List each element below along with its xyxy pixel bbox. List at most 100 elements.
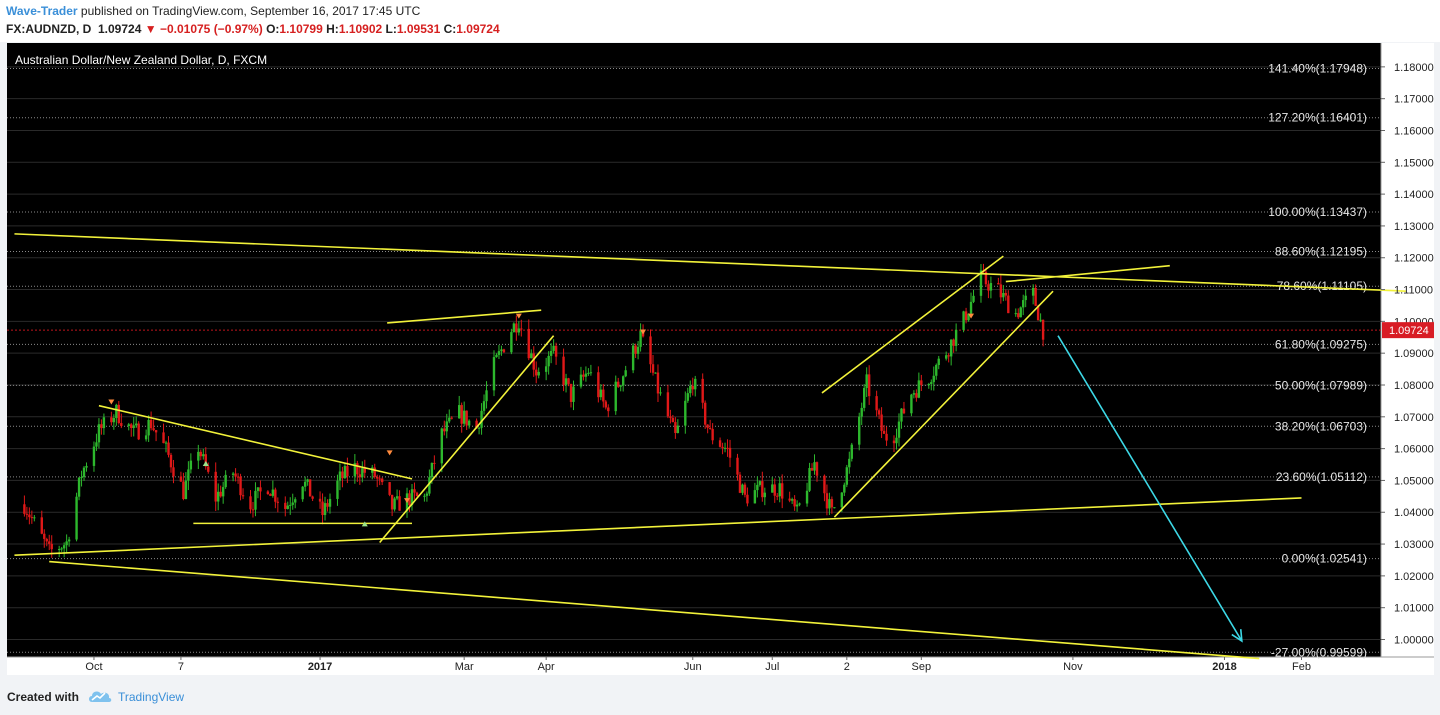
candle-body	[1039, 319, 1042, 321]
candle-body	[271, 489, 275, 496]
candle-body	[649, 336, 652, 365]
tradingview-brand[interactable]: TradingView	[118, 690, 185, 704]
candle-body	[840, 492, 844, 508]
candle-body	[137, 423, 140, 440]
candle-body	[579, 374, 583, 387]
candle-body	[813, 462, 816, 471]
price-tick-label: 1.13000	[1394, 221, 1434, 233]
candle-body	[654, 372, 657, 374]
time-tick-label: 2	[844, 661, 850, 673]
sell-marker-icon	[404, 498, 411, 504]
candle-body	[954, 329, 958, 346]
time-axis[interactable]	[7, 657, 1434, 675]
price-axis[interactable]	[1381, 43, 1434, 657]
projection-arrow[interactable]	[1057, 335, 1243, 643]
candle-body	[631, 345, 635, 371]
candle-body	[920, 380, 923, 385]
candle-body	[328, 498, 332, 507]
candle-body	[500, 349, 503, 352]
price-chart[interactable]: 141.40%(1.17948) 127.20%(1.16401) 100.00%(…	[7, 43, 1434, 675]
candle-body	[753, 490, 757, 504]
candle-body	[619, 385, 622, 387]
price-tick-label: 1.16000	[1394, 125, 1434, 137]
candle-body	[544, 366, 548, 372]
candle-body	[706, 424, 709, 428]
candle-body	[460, 405, 463, 424]
candle-body	[917, 380, 921, 398]
candle-body	[634, 345, 637, 354]
author-link[interactable]: Wave-Trader	[6, 4, 78, 18]
created-with-label: Created with	[7, 690, 80, 704]
candle-body	[515, 323, 518, 333]
time-tick-label: Jul	[765, 661, 779, 673]
candle-body	[604, 401, 607, 408]
candle-body	[1002, 292, 1005, 298]
candle-body	[485, 390, 488, 402]
candle-body	[937, 358, 940, 366]
candle-body	[1019, 307, 1022, 318]
candle-body	[475, 420, 478, 429]
candle-body	[358, 474, 362, 478]
candle-body	[825, 493, 829, 509]
candle-body	[1031, 287, 1035, 296]
candle-body	[67, 539, 71, 542]
candle-body	[395, 496, 399, 499]
trendline-falling-lower	[49, 560, 1260, 660]
candle-body	[97, 424, 101, 443]
candle-body	[843, 484, 846, 493]
tradingview-cloud-icon[interactable]	[87, 687, 113, 705]
last-price-tag: 1.09724	[1382, 322, 1434, 339]
candle-body	[684, 400, 687, 426]
candle-body	[788, 498, 791, 501]
candle-body	[805, 490, 809, 504]
candle-body	[388, 482, 391, 495]
price-tick-label: 1.01000	[1394, 603, 1434, 615]
candles	[23, 263, 1045, 558]
candle-body	[164, 442, 168, 444]
candle-body	[512, 323, 516, 333]
trendline-channel-top-2	[1005, 264, 1170, 283]
candle-body	[28, 514, 31, 518]
time-tick-label: Oct	[85, 661, 102, 673]
price-tick-label: 1.14000	[1394, 189, 1434, 201]
buy-marker-icon	[202, 460, 209, 466]
down-arrow-icon: ▼	[144, 22, 157, 36]
candle-body	[902, 408, 906, 414]
candle-body	[1007, 295, 1010, 314]
plot-background[interactable]	[7, 43, 1381, 657]
candle-body	[599, 389, 603, 398]
candle-body	[179, 476, 183, 482]
candle-body	[207, 466, 210, 472]
candle-body	[952, 339, 955, 346]
candle-body	[614, 381, 617, 412]
low-value: 1.09531	[396, 22, 441, 36]
candle-body	[810, 468, 814, 471]
candle-body	[497, 351, 501, 355]
candle-body	[149, 419, 153, 429]
candle-body	[440, 428, 444, 464]
candle-body	[862, 388, 866, 408]
candle-body	[718, 440, 722, 447]
candle-body	[33, 517, 36, 519]
candle-body	[527, 328, 530, 359]
candle-body	[204, 454, 207, 467]
trendlines[interactable]	[14, 233, 1406, 660]
candle-body	[895, 437, 898, 444]
chart-area[interactable]: 141.40%(1.17948) 127.20%(1.16401) 100.00%(…	[7, 43, 1434, 675]
candle-body	[77, 477, 81, 497]
candle-body	[492, 357, 496, 391]
candle-body	[249, 496, 252, 510]
candle-body	[363, 468, 366, 473]
candle-body	[833, 507, 836, 509]
candle-body	[274, 489, 277, 502]
candle-body	[254, 490, 257, 510]
high-label: H:	[326, 22, 339, 36]
candle-body	[962, 311, 965, 330]
candle-body	[25, 513, 29, 515]
candle-body	[216, 491, 220, 502]
candle-body	[900, 408, 903, 422]
candle-body	[848, 458, 851, 468]
price-tag-label: 1.09724	[1389, 325, 1429, 337]
candle-body	[686, 393, 689, 401]
candle-body	[92, 446, 96, 466]
